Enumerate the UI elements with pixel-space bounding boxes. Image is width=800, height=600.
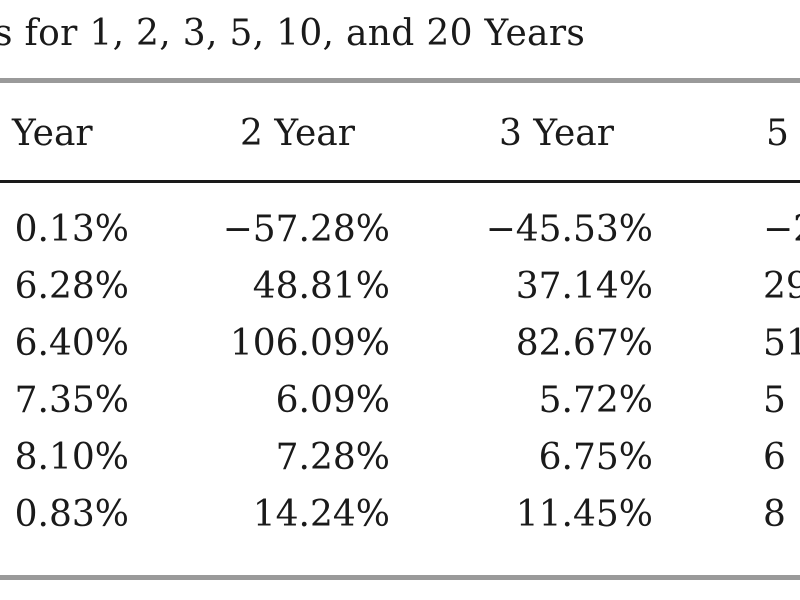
cell-3-year: 37.14% — [515, 266, 653, 307]
cell-1-year: 0.13% — [14, 209, 129, 250]
cell-2-year: −57.28% — [222, 209, 390, 250]
cell-1-year: 6.28% — [14, 266, 129, 307]
cell-3-year: −45.53% — [485, 209, 653, 250]
cell-2-year: 106.09% — [229, 323, 390, 364]
table-caption: s for 1, 2, 3, 5, 10, and 20 Years — [0, 13, 586, 54]
bottom-rule — [0, 575, 800, 580]
cell-2-year: 7.28% — [275, 437, 390, 478]
cell-3-year: 6.75% — [538, 437, 653, 478]
cell-5-year: −22 — [763, 209, 800, 250]
cell-2-year: 14.24% — [252, 494, 390, 535]
cell-5-year: 6 — [763, 437, 786, 478]
cell-3-year: 82.67% — [515, 323, 653, 364]
column-header-2-year: 2 Year — [240, 113, 355, 154]
column-header-5-year: 5 — [766, 113, 789, 154]
cell-1-year: 6.40% — [14, 323, 129, 364]
cell-5-year: 8 — [763, 494, 786, 535]
top-rule — [0, 78, 800, 83]
cell-5-year: 5 — [763, 380, 786, 421]
cell-2-year: 48.81% — [252, 266, 390, 307]
cell-1-year: 8.10% — [14, 437, 129, 478]
cell-3-year: 11.45% — [515, 494, 653, 535]
cell-1-year: 7.35% — [14, 380, 129, 421]
cell-5-year: 51 — [763, 323, 800, 364]
header-rule — [0, 180, 800, 183]
cell-3-year: 5.72% — [538, 380, 653, 421]
cell-1-year: 0.83% — [14, 494, 129, 535]
cell-2-year: 6.09% — [275, 380, 390, 421]
cell-5-year: 29 — [763, 266, 800, 307]
column-header-3-year: 3 Year — [499, 113, 614, 154]
column-header-1-year: Year — [12, 113, 93, 154]
